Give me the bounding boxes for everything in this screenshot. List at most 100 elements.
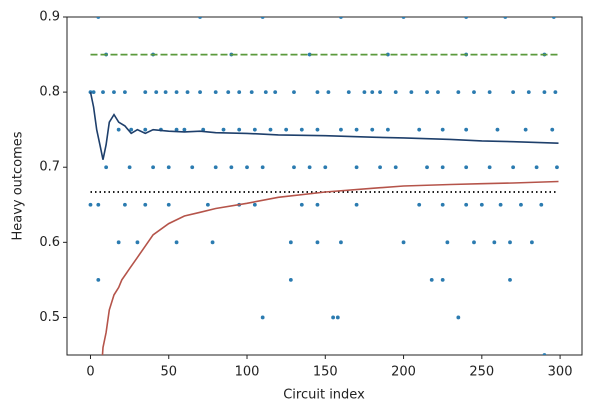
x-tick-label: 0 bbox=[86, 365, 94, 380]
scatter-point bbox=[252, 202, 257, 207]
scatter-point bbox=[315, 202, 320, 207]
y-tick-label: 0.7 bbox=[39, 160, 60, 175]
scatter-point bbox=[508, 277, 512, 282]
scatter-point bbox=[339, 240, 343, 245]
scatter-point bbox=[143, 90, 148, 95]
scatter-point bbox=[104, 165, 109, 170]
scatter-point bbox=[530, 240, 534, 245]
y-tick-label: 0.8 bbox=[39, 85, 60, 100]
scatter-point bbox=[425, 90, 429, 95]
scatter-point bbox=[378, 90, 382, 95]
scatter-point bbox=[91, 90, 96, 95]
scatter-point bbox=[237, 127, 242, 132]
scatter-point bbox=[116, 240, 121, 245]
scatter-point bbox=[174, 127, 179, 132]
scatter-point bbox=[174, 240, 179, 245]
y-tick-label: 0.9 bbox=[39, 10, 60, 25]
scatter-point bbox=[464, 17, 469, 19]
scatter-point bbox=[472, 240, 476, 245]
scatter-point bbox=[129, 127, 134, 132]
scatter-point bbox=[210, 240, 215, 245]
scatter-point bbox=[88, 202, 93, 207]
scatter-point bbox=[323, 165, 328, 170]
scatter-point bbox=[185, 90, 190, 95]
scatter-point bbox=[508, 240, 512, 245]
scatter-point bbox=[539, 202, 544, 207]
scatter-point bbox=[479, 202, 484, 207]
scatter-point bbox=[354, 165, 359, 170]
scatter-point bbox=[213, 165, 218, 170]
scatter-point bbox=[112, 90, 116, 95]
scatter-point bbox=[401, 17, 406, 19]
scatter-point bbox=[487, 165, 492, 170]
scatter-point bbox=[553, 90, 558, 95]
scatter-point bbox=[417, 127, 422, 132]
scatter-point bbox=[292, 90, 296, 95]
scatter-point bbox=[495, 127, 500, 132]
y-tick-label: 0.5 bbox=[39, 310, 60, 325]
scatter-point bbox=[401, 240, 406, 245]
scatter-point bbox=[550, 127, 555, 132]
scatter-point bbox=[292, 165, 296, 170]
scatter-point bbox=[409, 90, 414, 95]
scatter-point bbox=[542, 353, 547, 355]
scatter-point bbox=[260, 165, 265, 170]
scatter-point bbox=[182, 127, 187, 132]
scatter-point bbox=[472, 90, 476, 95]
scatter-point bbox=[339, 127, 343, 132]
scatter-point bbox=[143, 202, 148, 207]
scatter-point bbox=[385, 127, 390, 132]
scatter-point bbox=[346, 90, 351, 95]
x-axis-label: Circuit index bbox=[283, 388, 365, 403]
x-tick-label: 250 bbox=[469, 365, 494, 380]
scatter-point bbox=[263, 90, 268, 95]
scatter-point bbox=[526, 90, 531, 95]
scatter-point bbox=[464, 202, 469, 207]
scatter-point bbox=[166, 165, 171, 170]
scatter-point bbox=[166, 202, 171, 207]
line-series bbox=[89, 91, 559, 160]
scatter-point bbox=[116, 127, 121, 132]
scatter-point bbox=[226, 90, 231, 95]
scatter-point bbox=[163, 90, 168, 95]
scatter-point bbox=[123, 90, 127, 95]
scatter-point bbox=[534, 165, 539, 170]
scatter-point bbox=[425, 165, 429, 170]
scatter-point bbox=[370, 127, 375, 132]
line-series bbox=[101, 180, 559, 355]
scatter-point bbox=[511, 165, 516, 170]
scatter-point bbox=[96, 202, 101, 207]
scatter-point bbox=[315, 240, 320, 245]
scatter-point bbox=[245, 165, 249, 170]
scatter-point bbox=[307, 52, 312, 57]
scatter-point bbox=[440, 202, 445, 207]
scatter-point bbox=[551, 17, 556, 19]
scatter-point bbox=[326, 90, 331, 95]
scatter-point bbox=[445, 240, 450, 245]
scatter-point bbox=[127, 165, 132, 170]
scatter-point bbox=[143, 127, 148, 132]
scatter-point bbox=[487, 90, 492, 95]
x-tick-label: 150 bbox=[313, 365, 338, 380]
scatter-point bbox=[511, 90, 516, 95]
scatter-point bbox=[331, 315, 336, 320]
scatter-point bbox=[542, 90, 547, 95]
x-tick-label: 200 bbox=[391, 365, 416, 380]
scatter-point bbox=[96, 17, 101, 19]
scatter-point bbox=[288, 277, 293, 282]
x-tick-label: 300 bbox=[548, 365, 573, 380]
scatter-point bbox=[354, 127, 359, 132]
scatter-point bbox=[205, 202, 210, 207]
scatter-point bbox=[362, 90, 367, 95]
scatter-point bbox=[464, 165, 469, 170]
scatter-point bbox=[315, 90, 320, 95]
scatter-point bbox=[498, 202, 503, 207]
scatter-point bbox=[393, 165, 398, 170]
scatter-point bbox=[429, 277, 434, 282]
plot-area bbox=[88, 17, 559, 355]
scatter-point bbox=[135, 240, 140, 245]
scatter-point bbox=[464, 127, 469, 132]
scatter-point bbox=[252, 127, 257, 132]
scatter-point bbox=[440, 127, 445, 132]
scatter-point bbox=[190, 165, 195, 170]
